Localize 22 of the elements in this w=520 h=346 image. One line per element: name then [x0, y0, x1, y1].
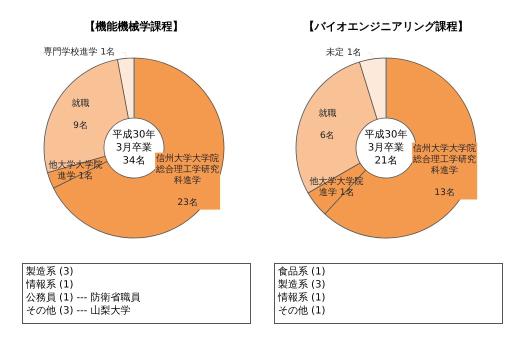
text: その他 (3) --- 山梨大学 — [26, 304, 131, 316]
text: 製造系 (3) — [278, 278, 326, 290]
chart-title: 【バイオエンジニアリング課程】 — [304, 20, 468, 33]
text: その他 (1) — [278, 304, 326, 316]
data-label: 23名 — [177, 197, 198, 208]
slice-label: 専門学校進学 1名 — [44, 46, 116, 58]
slice-label: 信州大学大学院総合理工学研究科進学 — [155, 153, 220, 186]
text: 製造系 (3) — [26, 266, 74, 278]
text: 平成30年 3月卒業 21名 — [364, 128, 408, 166]
slice-label: 就職 — [318, 108, 336, 119]
data-label: 9名 — [73, 120, 88, 131]
text: 平成30年 3月卒業 34名 — [112, 128, 156, 166]
text: 情報系 (1) — [25, 278, 74, 290]
chart-title: 【機能機械学課程】 — [84, 20, 184, 33]
data-label: 13名 — [434, 187, 455, 198]
text: 公務員 (1) --- 防衛省職員 — [26, 292, 141, 304]
data-label: 6名 — [320, 130, 335, 141]
slice-label: 就職 — [71, 98, 90, 109]
slice-label: 信州大学大学院総合理工学研究科進学 — [412, 143, 476, 176]
text: 食品系 (1) — [278, 266, 326, 278]
slice-label: 未定 1名 — [326, 47, 362, 58]
text: 情報系 (1) — [277, 292, 326, 304]
